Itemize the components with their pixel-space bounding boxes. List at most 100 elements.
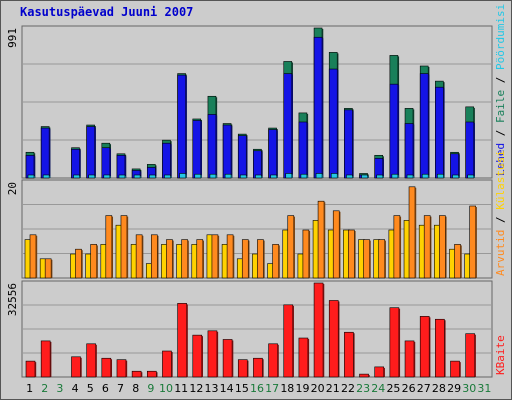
bar-kbytes-29-shade — [459, 362, 461, 377]
bar-files-11-shade — [185, 76, 187, 178]
bar-kbytes-14 — [222, 339, 233, 378]
bar-hosts-5-shade — [96, 245, 98, 278]
bar-files-29 — [450, 153, 459, 179]
bar-hosts-18-shade — [293, 216, 295, 278]
bar-kbytes-25 — [389, 307, 400, 378]
bar-pages-28-shade — [443, 175, 445, 178]
bar-kbytes-2 — [40, 340, 51, 378]
bar-hosts-12 — [196, 239, 204, 279]
bar-kbytes-6 — [101, 357, 112, 378]
x-tick-label-15: 15 — [235, 382, 249, 395]
bar-files-10 — [162, 142, 171, 179]
x-tick-label-29: 29 — [447, 382, 461, 395]
bar-kbytes-12 — [192, 334, 203, 378]
x-tick-label-18: 18 — [280, 382, 294, 395]
bar-files-5-shade — [94, 127, 96, 178]
bar-files-30-shade — [473, 122, 475, 178]
bar-hosts-10-shade — [172, 240, 174, 278]
bar-kbytes-21-shade — [338, 301, 340, 377]
bar-hosts-21-shade — [339, 211, 341, 278]
x-tick-label-30: 30 — [462, 382, 476, 395]
bar-files-15-shade — [246, 136, 248, 178]
x-tick-label-27: 27 — [417, 382, 431, 395]
bar-pages-27-shade — [428, 175, 430, 178]
bar-files-17 — [268, 129, 277, 179]
x-tick-label-6: 6 — [102, 382, 109, 395]
bar-kbytes-20 — [313, 282, 324, 378]
bar-pages-18-shade — [291, 174, 293, 178]
x-tick-label-14: 14 — [220, 382, 234, 395]
bar-hosts-20 — [317, 200, 325, 279]
x-tick-label-16: 16 — [250, 382, 264, 395]
legend-entry-2-0: KBaite — [494, 335, 507, 375]
bar-files-16-shade — [261, 151, 263, 178]
bar-files-7 — [116, 154, 126, 179]
x-tick-label-11: 11 — [174, 382, 188, 395]
bar-hosts-29 — [454, 244, 461, 279]
bar-kbytes-28 — [435, 318, 445, 378]
bar-hosts-16 — [257, 239, 264, 279]
bar-kbytes-28-shade — [444, 320, 446, 377]
bar-hosts-4 — [75, 248, 82, 279]
bar-files-2 — [40, 127, 50, 179]
bar-pages-12-shade — [200, 175, 202, 178]
bar-hosts-26 — [408, 186, 416, 279]
bar-pages-2-shade — [49, 175, 51, 178]
bar-pages-30-shade — [473, 175, 475, 178]
bar-files-21-shade — [337, 70, 339, 178]
bar-files-6 — [101, 147, 111, 179]
bar-kbytes-9 — [146, 370, 157, 378]
bar-pages-22-shade — [352, 175, 354, 178]
x-tick-label-5: 5 — [87, 382, 94, 395]
bar-pages-11-shade — [185, 174, 187, 178]
bar-hosts-25 — [393, 215, 401, 279]
x-tick-label-13: 13 — [205, 382, 219, 395]
x-tick-label-1: 1 — [26, 382, 33, 395]
bar-kbytes-17 — [268, 343, 278, 378]
bar-kbytes-27-shade — [429, 317, 431, 377]
x-tick-label-25: 25 — [386, 382, 400, 395]
bar-kbytes-1-shade — [35, 362, 37, 377]
bar-files-20-shade — [322, 38, 324, 179]
bar-files-9-shade — [155, 168, 157, 178]
bar-hosts-24-shade — [384, 240, 386, 278]
bar-kbytes-30-shade — [474, 334, 476, 377]
bar-hosts-12-shade — [202, 240, 204, 278]
bar-files-15 — [237, 135, 247, 179]
x-tick-label-7: 7 — [117, 382, 124, 395]
bar-kbytes-22-shade — [353, 333, 355, 377]
bar-pages-20-shade — [322, 174, 324, 178]
bar-hosts-9-shade — [157, 235, 159, 278]
bar-kbytes-27 — [419, 316, 430, 378]
bar-pages-21-shade — [337, 174, 339, 178]
bar-files-18 — [283, 73, 293, 179]
bar-kbytes-5 — [86, 343, 96, 378]
bar-hosts-4-shade — [81, 250, 83, 278]
bar-kbytes-16-shade — [262, 359, 264, 377]
bar-pages-8-shade — [140, 176, 142, 178]
bar-pages-10 — [164, 174, 171, 179]
bar-hosts-30 — [469, 205, 476, 279]
bar-pages-9 — [148, 174, 156, 179]
legend-entry-0-1: / — [494, 123, 507, 143]
bar-kbytes-25-shade — [398, 308, 401, 377]
bar-kbytes-8-shade — [141, 372, 143, 377]
bar-pages-5-shade — [94, 175, 96, 178]
bar-kbytes-19-shade — [307, 339, 310, 377]
bar-kbytes-22 — [344, 331, 354, 378]
x-tick-label-26: 26 — [402, 382, 416, 395]
bar-kbytes-15 — [237, 359, 248, 378]
bar-files-25-shade — [397, 85, 400, 178]
bar-kbytes-10-shade — [171, 352, 173, 377]
bar-pages-23 — [361, 174, 368, 179]
bar-pages-16-shade — [261, 176, 263, 178]
bar-hosts-28 — [439, 215, 446, 279]
bar-files-20 — [313, 36, 323, 179]
bar-pages-17 — [270, 174, 277, 179]
bar-kbytes-18-shade — [292, 305, 294, 377]
bar-files-27 — [419, 73, 429, 179]
bar-pages-15-shade — [246, 175, 248, 178]
bar-pages-7 — [118, 174, 126, 179]
x-tick-label-2: 2 — [41, 382, 48, 395]
bar-kbytes-23-shade — [368, 375, 370, 377]
